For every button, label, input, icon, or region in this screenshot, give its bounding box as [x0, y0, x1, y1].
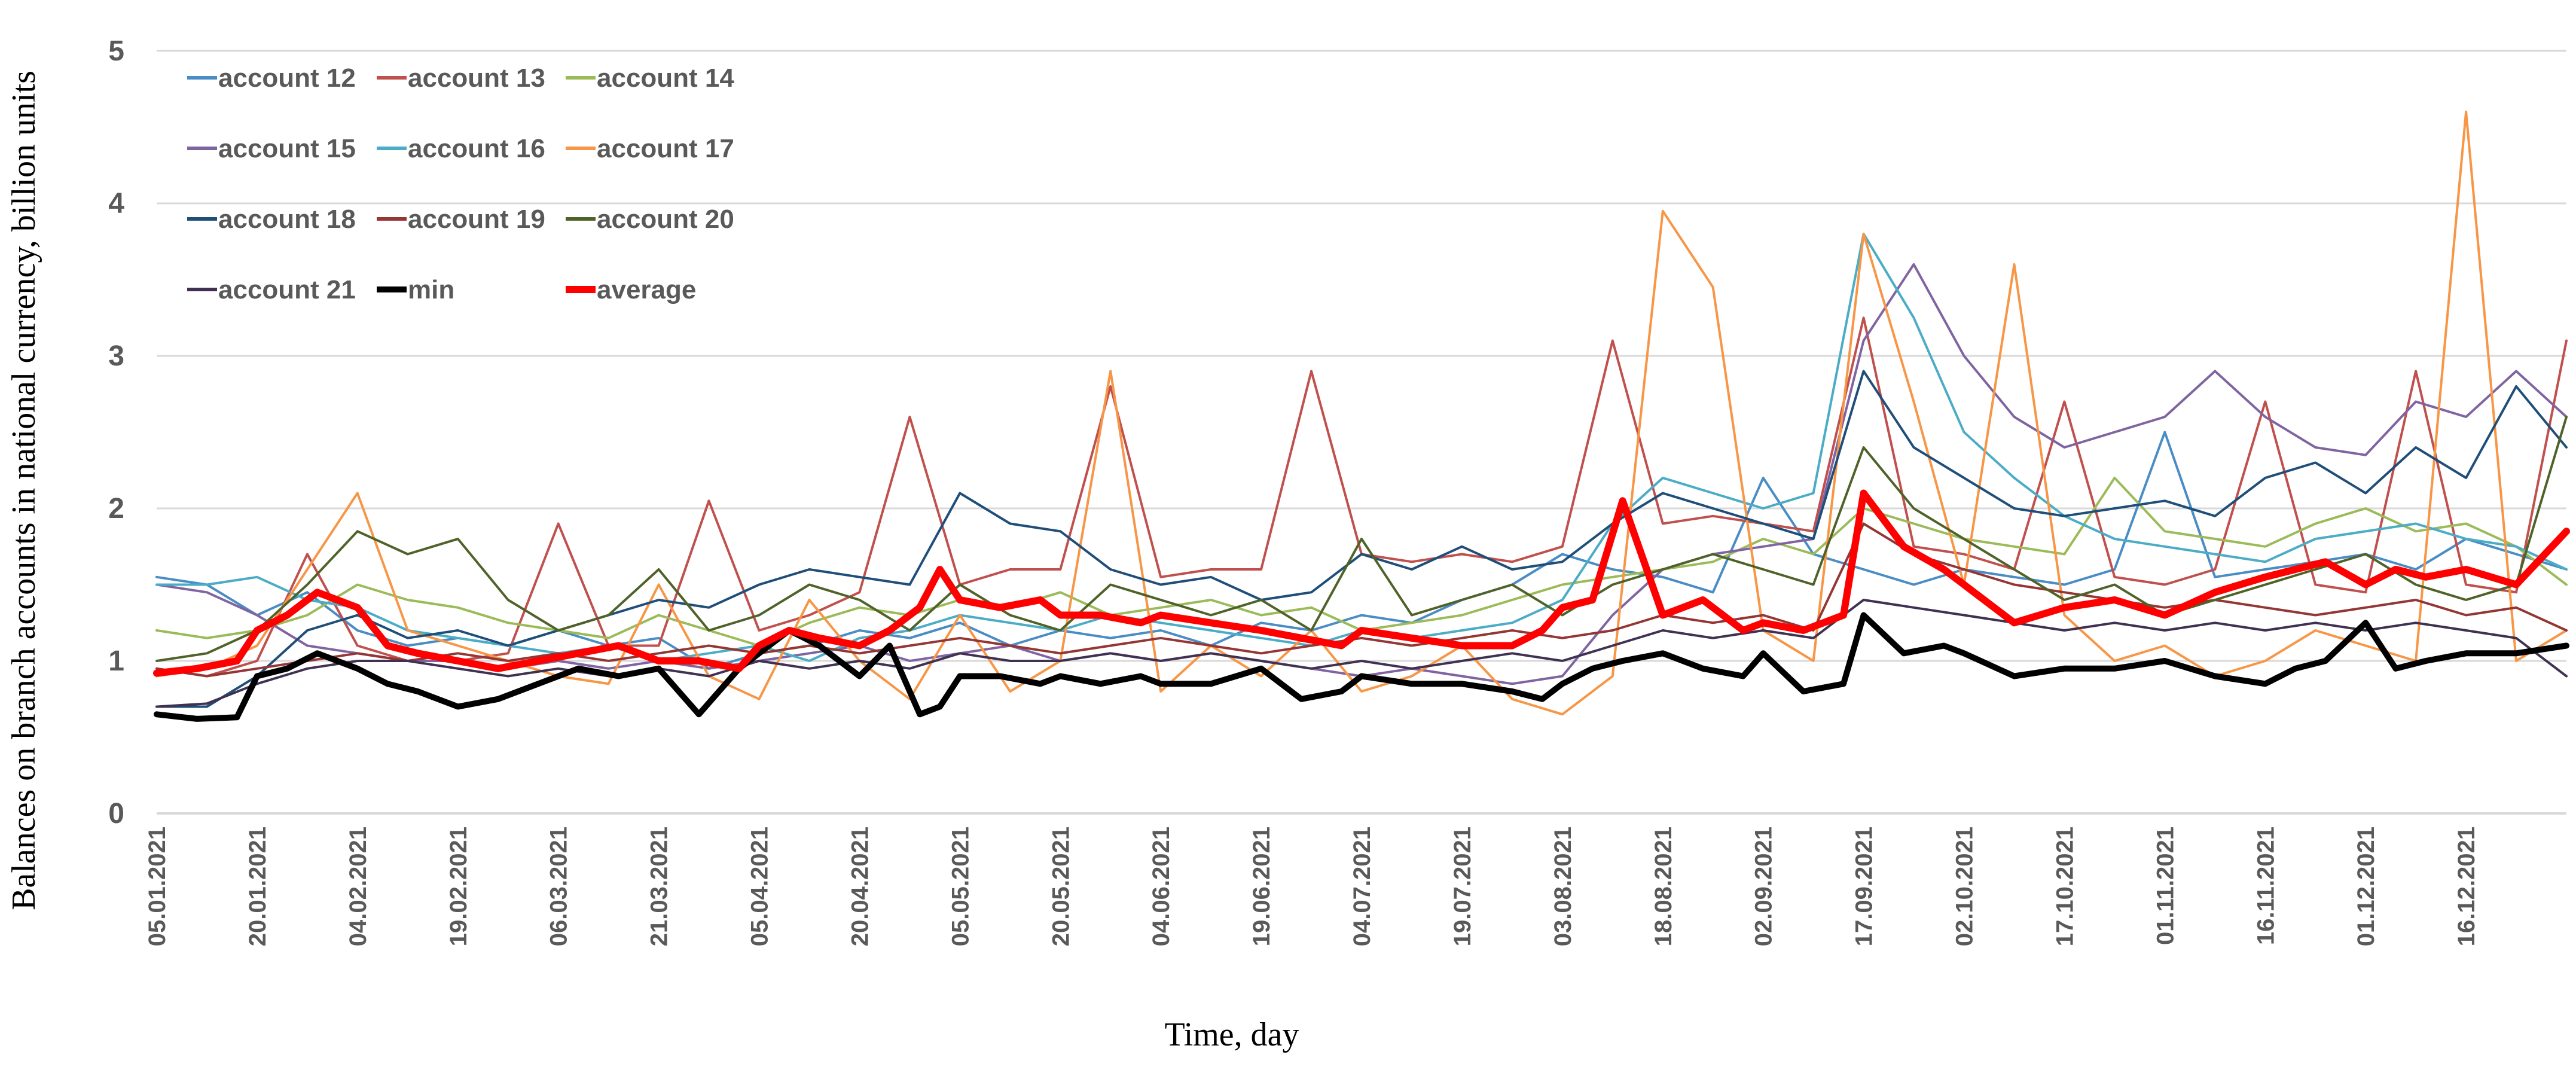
y-axis-title: Balances on branch accounts in national … [5, 71, 42, 910]
y-tick-label: 3 [108, 340, 124, 372]
legend-item-account-15: account 15 [187, 134, 356, 163]
legend-item-account-16: account 16 [377, 134, 545, 163]
x-tick-label: 04.02.2021 [345, 827, 371, 946]
legend-item-average: average [566, 275, 696, 304]
x-tick-label: 03.08.2021 [1550, 827, 1576, 946]
x-tick-label: 04.06.2021 [1148, 827, 1174, 946]
legend-label: account 16 [408, 134, 545, 163]
series-line-account-21 [155, 599, 2568, 708]
x-tick-label: 19.02.2021 [445, 827, 472, 946]
series-line-account-13 [155, 316, 2568, 678]
x-tick-labels: 05.01.2021 20.01.2021 04.02.2021 19.02.2021… [144, 827, 2480, 946]
y-tick-labels: 0 1 2 3 4 5 [108, 35, 124, 830]
y-tick-label: 4 [108, 188, 124, 220]
x-tick-label: 19.07.2021 [1449, 827, 1476, 946]
x-tick-label: 20.05.2021 [1048, 827, 1074, 946]
legend-item-account-21: account 21 [187, 275, 356, 304]
x-tick-label: 01.11.2021 [2152, 827, 2178, 945]
y-tick-label: 2 [108, 493, 124, 525]
legend-label: account 18 [218, 205, 356, 234]
x-tick-label: 17.10.2021 [2052, 827, 2078, 946]
legend-label: account 12 [218, 63, 356, 93]
x-tick-label: 19.06.2021 [1249, 827, 1275, 946]
series-line-account-15 [155, 263, 2568, 685]
x-tick-label: 05.01.2021 [144, 827, 170, 946]
x-tick-label: 20.01.2021 [245, 827, 271, 946]
legend-label: account 14 [597, 63, 734, 93]
series-line-account-14 [155, 477, 2568, 647]
series-lines [153, 111, 2570, 722]
x-tick-label: 04.07.2021 [1349, 827, 1375, 946]
legend: account 12 account 13 account 14 account 15… [187, 63, 734, 304]
x-tick-label: 01.12.2021 [2353, 827, 2379, 946]
legend-item-account-19: account 19 [377, 205, 545, 234]
legend-item-account-20: account 20 [566, 205, 734, 234]
x-tick-label: 05.04.2021 [747, 827, 773, 946]
x-tick-label: 17.09.2021 [1851, 827, 1878, 946]
series-line-account-19 [155, 522, 2568, 678]
legend-item-account-12: account 12 [187, 63, 356, 93]
series-line-min [154, 612, 2569, 722]
x-tick-label: 18.08.2021 [1650, 827, 1677, 946]
y-tick-label: 0 [108, 798, 124, 830]
series-line-average [153, 489, 2570, 677]
legend-label: min [408, 275, 454, 304]
x-tick-label: 16.11.2021 [2253, 827, 2279, 945]
legend-label: account 13 [408, 63, 545, 93]
legend-item-account-14: account 14 [566, 63, 734, 93]
legend-label: account 15 [218, 134, 356, 163]
legend-item-min: min [377, 275, 454, 304]
x-axis-title: Time, day [1164, 1016, 1299, 1053]
legend-item-account-13: account 13 [377, 63, 545, 93]
x-tick-label: 06.03.2021 [546, 827, 572, 946]
legend-label: account 20 [597, 205, 734, 234]
x-tick-label: 20.04.2021 [847, 827, 873, 946]
legend-item-account-17: account 17 [566, 134, 734, 163]
legend-label: account 21 [218, 275, 356, 304]
x-tick-label: 02.10.2021 [1952, 827, 1978, 946]
legend-item-account-18: account 18 [187, 205, 356, 234]
legend-label: average [597, 275, 696, 304]
x-tick-label: 16.12.2021 [2453, 827, 2480, 946]
y-tick-label: 5 [108, 35, 124, 67]
y-tick-label: 1 [108, 645, 124, 677]
x-tick-label: 02.09.2021 [1751, 827, 1777, 946]
legend-label: account 19 [408, 205, 545, 234]
legend-label: account 17 [597, 134, 734, 163]
x-tick-label: 21.03.2021 [646, 827, 673, 946]
x-tick-label: 05.05.2021 [947, 827, 973, 946]
